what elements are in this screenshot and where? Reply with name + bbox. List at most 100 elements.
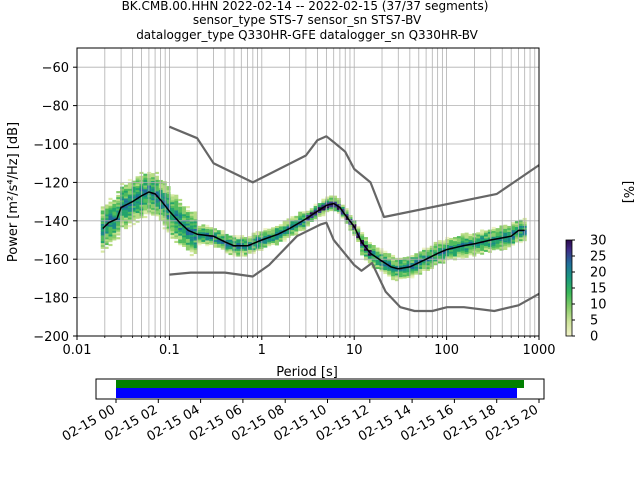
heatmap-cell	[383, 254, 388, 257]
heatmap-cell	[464, 253, 469, 256]
heatmap-cell	[414, 253, 419, 256]
heatmap-cell	[410, 258, 415, 262]
heatmap-cell	[166, 207, 171, 210]
heatmap-cell	[480, 237, 485, 240]
x-tick-label: 100	[434, 343, 459, 358]
heatmap-cell	[391, 262, 396, 265]
heatmap-cell	[375, 262, 380, 266]
heatmap-cell	[499, 227, 504, 230]
heatmap-cell	[213, 237, 218, 241]
heatmap-cell	[309, 212, 314, 215]
heatmap-cell	[313, 217, 318, 220]
heatmap-cell	[209, 229, 214, 232]
heatmap-cell	[491, 232, 496, 235]
heatmap-cell	[123, 207, 128, 210]
heatmap-cell	[127, 182, 132, 185]
heatmap-cell	[185, 232, 190, 236]
heatmap-cell	[174, 200, 179, 203]
heatmap-cell	[495, 233, 500, 237]
heatmap-cell	[464, 232, 469, 235]
heatmap-cell	[514, 221, 519, 224]
timeline-segments-bar	[116, 388, 517, 398]
heatmap-cell	[185, 223, 190, 226]
heatmap-cell	[143, 185, 148, 188]
heatmap-cell	[468, 237, 473, 240]
heatmap-cell	[329, 208, 334, 212]
heatmap-cell	[108, 243, 113, 247]
heatmap-cell	[503, 242, 508, 245]
heatmap-cell	[100, 233, 105, 236]
heatmap-cell	[441, 261, 446, 264]
heatmap-cell	[189, 250, 194, 253]
heatmap-cell	[123, 226, 128, 230]
heatmap-cell	[251, 249, 256, 253]
heatmap-cell	[394, 261, 399, 264]
heatmap-cell	[193, 217, 198, 220]
heatmap-cell	[193, 236, 198, 239]
heatmap-cell	[127, 205, 132, 209]
heatmap-cell	[456, 249, 461, 252]
heatmap-cell	[294, 225, 299, 228]
heatmap-cell	[267, 234, 272, 237]
heatmap-cell	[464, 240, 469, 243]
heatmap-cell	[422, 261, 427, 264]
heatmap-cell	[112, 207, 117, 210]
heatmap-cell	[468, 239, 473, 242]
heatmap-cell	[123, 223, 128, 226]
heatmap-cell	[503, 226, 508, 229]
heatmap-cell	[476, 245, 481, 248]
heatmap-cell	[379, 253, 384, 257]
heatmap-cell	[317, 203, 322, 206]
heatmap-cell	[387, 255, 392, 258]
heatmap-cell	[290, 221, 295, 225]
heatmap-cell	[333, 201, 338, 204]
heatmap-cell	[185, 246, 190, 249]
heatmap-cell	[294, 233, 299, 236]
heatmap-cell	[120, 192, 125, 195]
heatmap-cell	[363, 250, 368, 253]
heatmap-cell	[480, 229, 485, 232]
heatmap-cell	[503, 245, 508, 249]
heatmap-cell	[460, 239, 465, 242]
heatmap-cell	[166, 203, 171, 206]
heatmap-cell	[406, 256, 411, 259]
heatmap-cell	[410, 256, 415, 260]
heatmap-cell	[449, 239, 454, 243]
heatmap-cell	[483, 242, 488, 245]
heatmap-cell	[123, 190, 128, 193]
heatmap-cell	[108, 222, 113, 225]
heatmap-cell	[491, 230, 496, 233]
heatmap-cell	[216, 241, 221, 244]
heatmap-cell	[302, 211, 307, 214]
heatmap-cell	[178, 241, 183, 244]
heatmap-cell	[453, 254, 458, 257]
heatmap-cell	[445, 256, 450, 259]
heatmap-cell	[344, 221, 349, 224]
heatmap-cell	[460, 248, 465, 251]
heatmap-cell	[340, 204, 345, 207]
heatmap-cell	[162, 183, 167, 186]
heatmap-cell	[398, 269, 403, 272]
heatmap-cell	[383, 271, 388, 275]
heatmap-cell	[205, 236, 210, 239]
heatmap-cell	[418, 266, 423, 269]
heatmap-cell	[449, 253, 454, 256]
heatmap-cell	[123, 196, 128, 199]
heatmap-cell	[456, 253, 461, 256]
heatmap-cell	[100, 235, 105, 238]
plot-frame	[76, 47, 540, 337]
heatmap-cell	[263, 231, 268, 235]
heatmap-cell	[518, 235, 523, 238]
heatmap-cell	[193, 219, 198, 222]
heatmap-cell	[154, 191, 159, 194]
heatmap-cell	[360, 253, 365, 256]
heatmap-cell	[151, 176, 156, 180]
heatmap-cell	[453, 242, 458, 245]
heatmap-cell	[274, 241, 279, 244]
heatmap-cell	[391, 272, 396, 275]
heatmap-cell	[120, 217, 125, 220]
heatmap-cell	[437, 245, 442, 249]
grid-lines	[76, 48, 539, 337]
heatmap-cell	[131, 219, 136, 222]
heatmap-cell	[162, 207, 167, 211]
